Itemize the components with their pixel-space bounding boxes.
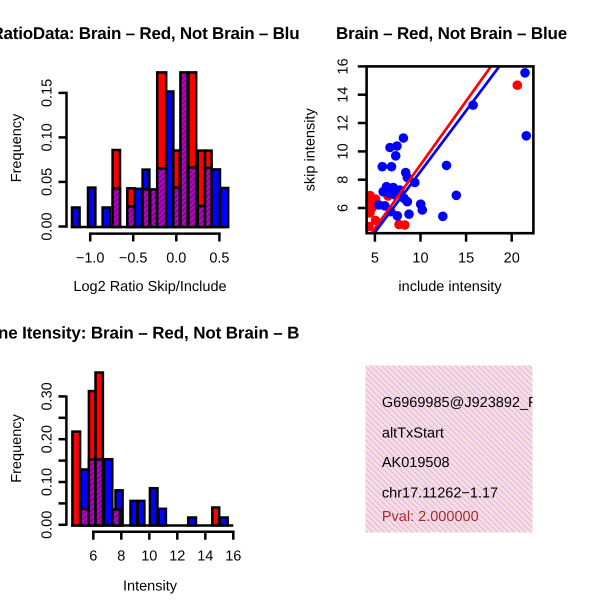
svg-text:include intensity: include intensity [398,279,502,295]
svg-text:15: 15 [458,251,474,267]
svg-text:0.10: 0.10 [39,123,55,151]
svg-text:0.0: 0.0 [166,251,186,267]
svg-text:Brain – Red, Not Brain – Blue: Brain – Red, Not Brain – Blue [336,24,567,43]
svg-text:0.30: 0.30 [39,382,55,410]
svg-text:14: 14 [336,87,352,103]
svg-text:6: 6 [336,204,352,212]
svg-text:Pval: 2.000000: Pval: 2.000000 [382,509,479,525]
svg-text:altTxStart: altTxStart [382,425,444,441]
svg-text:10: 10 [412,251,428,267]
svg-text:6: 6 [89,549,97,565]
svg-text:0.00: 0.00 [39,212,55,240]
svg-text:8: 8 [336,176,352,184]
svg-text:8: 8 [117,549,125,565]
svg-text:10: 10 [141,549,157,565]
svg-text:12: 12 [169,549,185,565]
svg-text:Frequency: Frequency [9,113,25,182]
svg-text:Frequency: Frequency [9,414,25,483]
svg-text:0.10: 0.10 [39,468,55,496]
svg-text:5: 5 [371,251,379,267]
svg-text:Intensity: Intensity [123,579,178,595]
svg-text:RatioData: Brain – Red, Not Br: RatioData: Brain – Red, Not Brain – Blue [0,24,309,43]
svg-text:0.15: 0.15 [39,79,55,107]
svg-text:20: 20 [504,251,520,267]
svg-text:Gene Itensity: Brain – Red, No: Gene Itensity: Brain – Red, Not Brain – … [0,324,324,343]
svg-text:16: 16 [336,58,352,74]
svg-text:0.20: 0.20 [39,425,55,453]
svg-text:−0.5: −0.5 [119,251,148,267]
svg-text:skip intensity: skip intensity [303,108,319,192]
svg-text:12: 12 [336,115,352,131]
svg-text:−1.0: −1.0 [76,251,105,267]
svg-text:G6969985@J923892_RC: G6969985@J923892_RC [382,395,549,411]
svg-text:chr17.11262−1.17: chr17.11262−1.17 [382,486,498,502]
svg-text:0.05: 0.05 [39,168,55,196]
svg-text:0.5: 0.5 [209,251,229,267]
svg-text:16: 16 [225,549,241,565]
svg-text:14: 14 [197,549,213,565]
svg-text:Log2 Ratio Skip/Include: Log2 Ratio Skip/Include [73,279,226,295]
svg-text:0.00: 0.00 [39,511,55,539]
svg-text:AK019508: AK019508 [382,455,450,471]
svg-text:10: 10 [336,143,352,159]
